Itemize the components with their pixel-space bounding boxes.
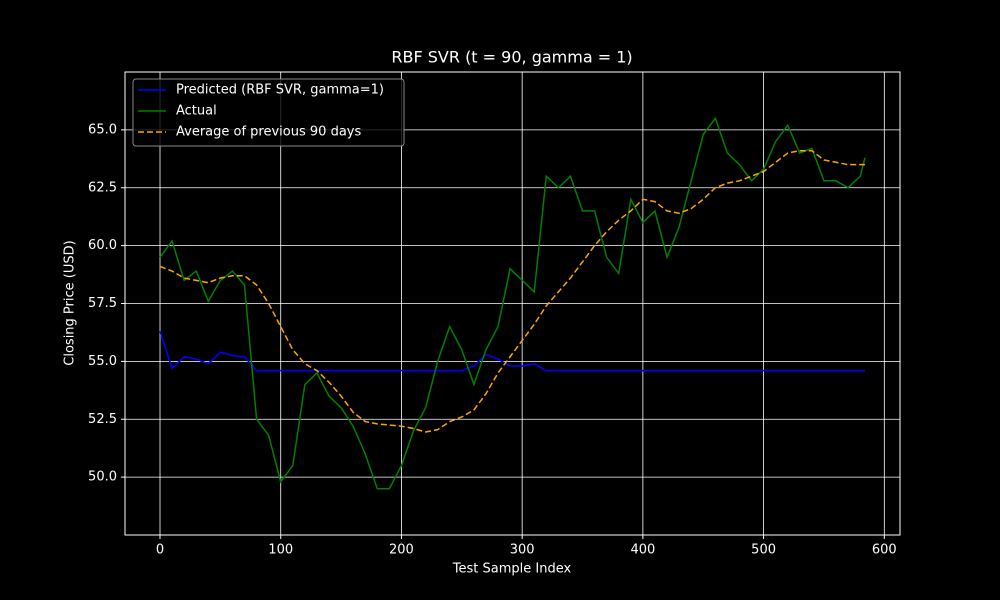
x-tick-label: 400 (630, 543, 655, 558)
plot-frame (124, 71, 901, 536)
y-tick-label: 50.0 (88, 470, 117, 485)
x-tick-label: 0 (156, 543, 164, 558)
legend-label: Actual (176, 104, 217, 119)
y-tick-label: 65.0 (88, 122, 117, 137)
y-axis-label: Closing Price (USD) (63, 240, 78, 365)
x-tick-label: 100 (268, 543, 293, 558)
y-tick-label: 62.5 (88, 180, 117, 195)
series-line (159, 331, 865, 372)
legend-label: Average of previous 90 days (176, 125, 361, 140)
series-line (159, 116, 866, 490)
legend-box (132, 78, 405, 147)
y-tick-label: 55.0 (88, 354, 117, 369)
x-tick-label: 600 (872, 543, 897, 558)
x-tick-label: 300 (510, 543, 535, 558)
x-tick-label: 500 (751, 543, 776, 558)
chart-title: RBF SVR (t = 90, gamma = 1) (391, 48, 632, 67)
legend-label: Predicted (RBF SVR, gamma=1) (176, 83, 384, 98)
x-tick-label: 200 (389, 543, 414, 558)
x-axis-label: Test Sample Index (452, 562, 572, 577)
series-line (159, 149, 865, 433)
y-tick-label: 57.5 (88, 296, 117, 311)
y-tick-label: 52.5 (88, 412, 117, 427)
y-tick-label: 60.0 (88, 238, 117, 253)
